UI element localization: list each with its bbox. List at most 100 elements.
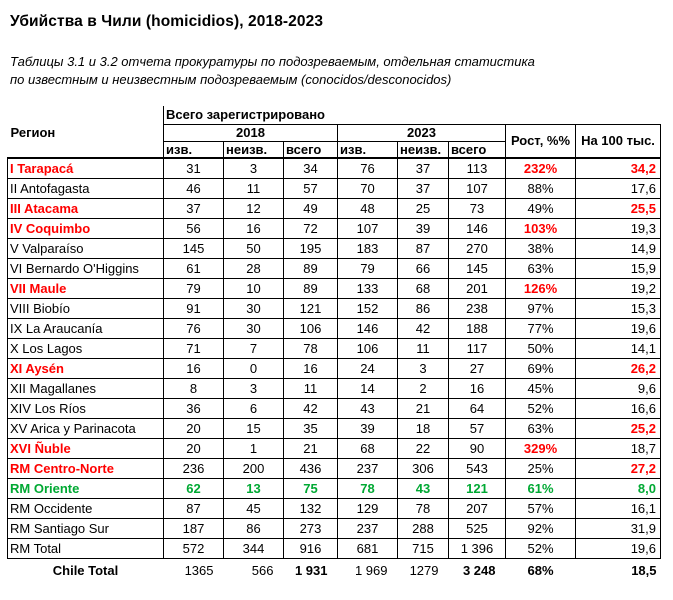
per100k-cell: 14,1 — [575, 337, 661, 359]
table-row: XVI Ñuble 20 1 21 68 22 90 329% 18,7 — [7, 437, 661, 459]
subtitle-line-1: Таблицы 3.1 и 3.2 отчета прокуратуры по … — [10, 54, 535, 69]
page: Убийства в Чили (homicidios), 2018-2023 … — [7, 13, 665, 578]
region-label: RM Occidente — [7, 497, 164, 519]
count-cell: 11 — [283, 377, 338, 399]
per100k-cell: 18,7 — [575, 437, 661, 459]
sub-header-row: изв. неизв. всего изв. неизв. всего — [8, 140, 661, 159]
count-cell: 48 — [337, 197, 398, 219]
table-row: RM Total 572 344 916 681 715 1 396 52% 19,6 — [7, 537, 661, 559]
region-label: RM Santiago Sur — [7, 517, 164, 539]
count-cell: 18 — [397, 417, 449, 439]
super-header-label: Всего зарегистрировано — [163, 106, 506, 124]
count-cell: 715 — [397, 537, 449, 559]
count-cell: 64 — [448, 397, 506, 419]
count-cell: 37 — [397, 157, 449, 179]
count-cell: 152 — [337, 297, 398, 319]
region-label: VIII Biobío — [7, 297, 164, 319]
per100k-cell: 8,0 — [575, 477, 661, 499]
count-cell: 42 — [283, 397, 338, 419]
count-cell: 87 — [163, 497, 224, 519]
count-cell: 30 — [223, 317, 284, 339]
count-cell: 36 — [163, 397, 224, 419]
unknown-2018-header: неизв. — [223, 140, 284, 159]
count-cell: 37 — [397, 177, 449, 199]
count-cell: 76 — [337, 157, 398, 179]
growth-cell: 25% — [505, 457, 576, 479]
count-cell: 16 — [223, 217, 284, 239]
table-row: II Antofagasta 46 11 57 70 37 107 88% 17,6 — [7, 177, 661, 199]
count-cell: 62 — [163, 477, 224, 499]
per100k-cell: 16,6 — [575, 397, 661, 419]
growth-cell: 103% — [505, 217, 576, 239]
table-row: RM Oriente 62 13 75 78 43 121 61% 8,0 — [7, 477, 661, 499]
count-cell: 42 — [397, 317, 449, 339]
count-cell: 3 — [223, 377, 284, 399]
count-cell: 31 — [163, 157, 224, 179]
count-cell: 132 — [283, 497, 338, 519]
count-cell: 45 — [223, 497, 284, 519]
count-cell: 681 — [337, 537, 398, 559]
count-cell: 43 — [337, 397, 398, 419]
subtitle-line-2: по известным и неизвестным подозреваемым… — [10, 71, 452, 87]
growth-cell: 38% — [505, 237, 576, 259]
count-cell: 16 — [448, 377, 506, 399]
table-row: IV Coquimbo 56 16 72 107 39 146 103% 19,3 — [7, 217, 661, 239]
table-row: RM Occidente 87 45 132 129 78 207 57% 16,1 — [7, 497, 661, 519]
count-cell: 66 — [397, 257, 449, 279]
per100k-cell: 25,2 — [575, 417, 661, 439]
region-label: II Antofagasta — [7, 177, 164, 199]
table-row: IX La Araucanía 76 30 106 146 42 188 77% 19,6 — [7, 317, 661, 339]
count-cell: 86 — [223, 517, 284, 539]
region-label: IV Coquimbo — [7, 217, 164, 239]
growth-cell: 45% — [505, 377, 576, 399]
known-2018-header: изв. — [163, 140, 224, 159]
growth-cell: 52% — [505, 397, 576, 419]
count-cell: 188 — [448, 317, 506, 339]
super-header-row: Всего зарегистрировано — [8, 106, 661, 124]
count-cell: 916 — [283, 537, 338, 559]
per100k-cell: 19,6 — [575, 537, 661, 559]
page-title: Убийства в Чили (homicidios), 2018-2023 — [10, 13, 324, 30]
region-label: RM Total — [7, 537, 164, 559]
count-cell: 89 — [283, 257, 338, 279]
count-cell: 6 — [223, 397, 284, 419]
count-cell: 30 — [223, 297, 284, 319]
year-2023-header: 2023 — [337, 123, 506, 142]
count-cell: 89 — [283, 277, 338, 299]
count-cell: 238 — [448, 297, 506, 319]
total-unknown-2018: 566 — [251, 562, 274, 578]
count-cell: 35 — [283, 417, 338, 439]
count-cell: 24 — [337, 357, 398, 379]
count-cell: 79 — [337, 257, 398, 279]
count-cell: 200 — [223, 457, 284, 479]
count-cell: 72 — [283, 217, 338, 239]
growth-cell: 61% — [505, 477, 576, 499]
region-label: VI Bernardo O'Higgins — [7, 257, 164, 279]
per100k-cell: 19,6 — [575, 317, 661, 339]
per100k-column-header: На 100 тыс. — [575, 123, 661, 159]
growth-cell: 329% — [505, 437, 576, 459]
count-cell: 117 — [448, 337, 506, 359]
count-cell: 11 — [223, 177, 284, 199]
page-subtitle: Таблицы 3.1 и 3.2 отчета прокуратуры по … — [10, 53, 665, 88]
growth-cell: 50% — [505, 337, 576, 359]
count-cell: 113 — [448, 157, 506, 179]
count-cell: 306 — [397, 457, 449, 479]
table-row: XIV Los Ríos 36 6 42 43 21 64 52% 16,6 — [7, 397, 661, 419]
total-all-2023: 3 248 — [462, 562, 496, 578]
count-cell: 46 — [163, 177, 224, 199]
per100k-cell: 31,9 — [575, 517, 661, 539]
count-cell: 237 — [337, 517, 398, 539]
count-cell: 25 — [397, 197, 449, 219]
growth-cell: 49% — [505, 197, 576, 219]
empty-header-cell — [506, 106, 661, 124]
count-cell: 90 — [448, 437, 506, 459]
growth-cell: 126% — [505, 277, 576, 299]
count-cell: 270 — [448, 237, 506, 259]
table-row: RM Santiago Sur 187 86 273 237 288 525 92% 31,9 — [7, 517, 661, 539]
count-cell: 3 — [397, 357, 449, 379]
per100k-cell: 15,3 — [575, 297, 661, 319]
table-body: I Tarapacá 31 3 34 76 37 113 232% 34,2 II Antofag… — [7, 157, 661, 559]
count-cell: 183 — [337, 237, 398, 259]
count-cell: 79 — [163, 277, 224, 299]
